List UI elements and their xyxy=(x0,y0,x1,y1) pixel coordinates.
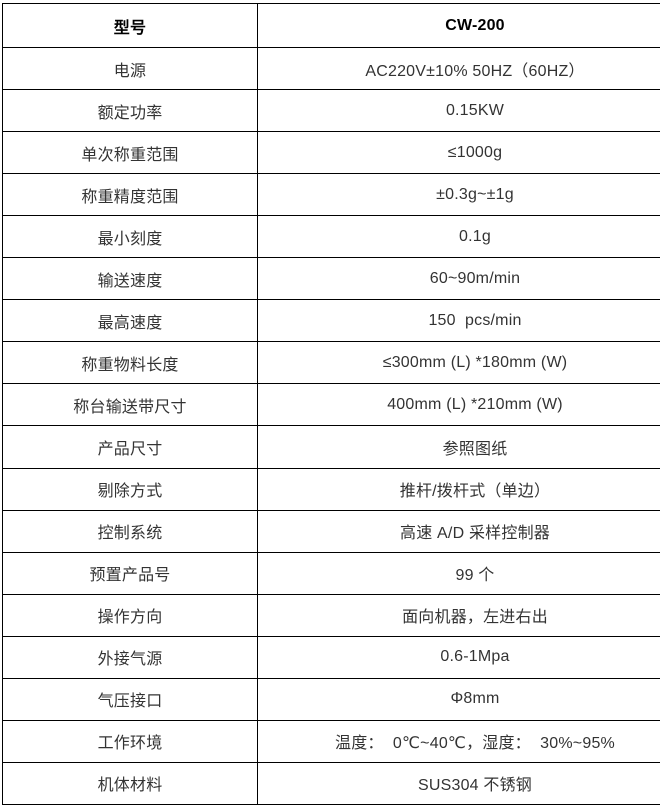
spec-label-cell: 单次称重范围 xyxy=(2,131,258,175)
spec-label-cell: 外接气源 xyxy=(2,635,258,679)
spec-value-cell: 0.1g xyxy=(257,215,660,259)
spec-label-cell: 气压接口 xyxy=(2,677,258,721)
spec-label-cell: 最小刻度 xyxy=(2,215,258,259)
spec-value-cell: 99 个 xyxy=(257,551,660,595)
table-row: 称台输送带尺寸 400mm (L) *210mm (W) xyxy=(2,383,660,427)
spec-label-cell: 电源 xyxy=(2,47,258,91)
spec-label-cell: 称重物料长度 xyxy=(2,341,258,385)
spec-label-cell: 剔除方式 xyxy=(2,467,258,511)
table-row: 外接气源 0.6-1Mpa xyxy=(2,635,660,679)
spec-value-cell: 400mm (L) *210mm (W) xyxy=(257,383,660,427)
spec-value-cell: 高速 A/D 采样控制器 xyxy=(257,509,660,553)
spec-value-cell: AC220V±10% 50HZ（60HZ） xyxy=(257,47,660,91)
table-row: 称重物料长度 ≤300mm (L) *180mm (W) xyxy=(2,341,660,385)
spec-label-cell: 操作方向 xyxy=(2,593,258,637)
spec-label-cell: 机体材料 xyxy=(2,761,258,806)
spec-value-cell: Φ8mm xyxy=(257,677,660,721)
spec-label-cell: 型号 xyxy=(2,2,258,49)
table-row: 电源 AC220V±10% 50HZ（60HZ） xyxy=(2,47,660,91)
table-row: 工作环境 温度： 0℃~40℃，湿度： 30%~95% xyxy=(2,719,660,763)
spec-value-cell: ≤1000g xyxy=(257,131,660,175)
spec-label-cell: 额定功率 xyxy=(2,89,258,133)
spec-label-cell: 称台输送带尺寸 xyxy=(2,383,258,427)
table-row: 预置产品号 99 个 xyxy=(2,551,660,595)
table-row: 型号 CW-200 xyxy=(2,2,660,49)
spec-value-cell: CW-200 xyxy=(257,2,660,49)
table-row: 输送速度 60~90m/min xyxy=(2,257,660,301)
table-row: 操作方向 面向机器，左进右出 xyxy=(2,593,660,637)
spec-value-cell: 0.15KW xyxy=(257,89,660,133)
spec-label-cell: 工作环境 xyxy=(2,719,258,763)
spec-value-cell: 参照图纸 xyxy=(257,425,660,469)
table-row: 称重精度范围 ±0.3g~±1g xyxy=(2,173,660,217)
spec-label-cell: 产品尺寸 xyxy=(2,425,258,469)
table-row: 气压接口 Φ8mm xyxy=(2,677,660,721)
table-row: 最小刻度 0.1g xyxy=(2,215,660,259)
spec-label-cell: 预置产品号 xyxy=(2,551,258,595)
table-row: 最高速度 150 pcs/min xyxy=(2,299,660,343)
spec-value-cell: 温度： 0℃~40℃，湿度： 30%~95% xyxy=(257,719,660,763)
spec-value-cell: ±0.3g~±1g xyxy=(257,173,660,217)
spec-label-cell: 输送速度 xyxy=(2,257,258,301)
spec-value-cell: 推杆/拨杆式（单边） xyxy=(257,467,660,511)
table-row: 机体材料 SUS304 不锈钢 xyxy=(2,761,660,806)
table-row: 单次称重范围 ≤1000g xyxy=(2,131,660,175)
table-row: 控制系统 高速 A/D 采样控制器 xyxy=(2,509,660,553)
spec-label-cell: 控制系统 xyxy=(2,509,258,553)
table-row: 额定功率 0.15KW xyxy=(2,89,660,133)
spec-value-cell: ≤300mm (L) *180mm (W) xyxy=(257,341,660,385)
table-row: 剔除方式 推杆/拨杆式（单边） xyxy=(2,467,660,511)
table-row: 产品尺寸 参照图纸 xyxy=(2,425,660,469)
spec-value-cell: 60~90m/min xyxy=(257,257,660,301)
spec-value-cell: SUS304 不锈钢 xyxy=(257,761,660,806)
spec-value-cell: 150 pcs/min xyxy=(257,299,660,343)
spec-label-cell: 称重精度范围 xyxy=(2,173,258,217)
spec-label-cell: 最高速度 xyxy=(2,299,258,343)
spec-value-cell: 0.6-1Mpa xyxy=(257,635,660,679)
spec-value-cell: 面向机器，左进右出 xyxy=(257,593,660,637)
